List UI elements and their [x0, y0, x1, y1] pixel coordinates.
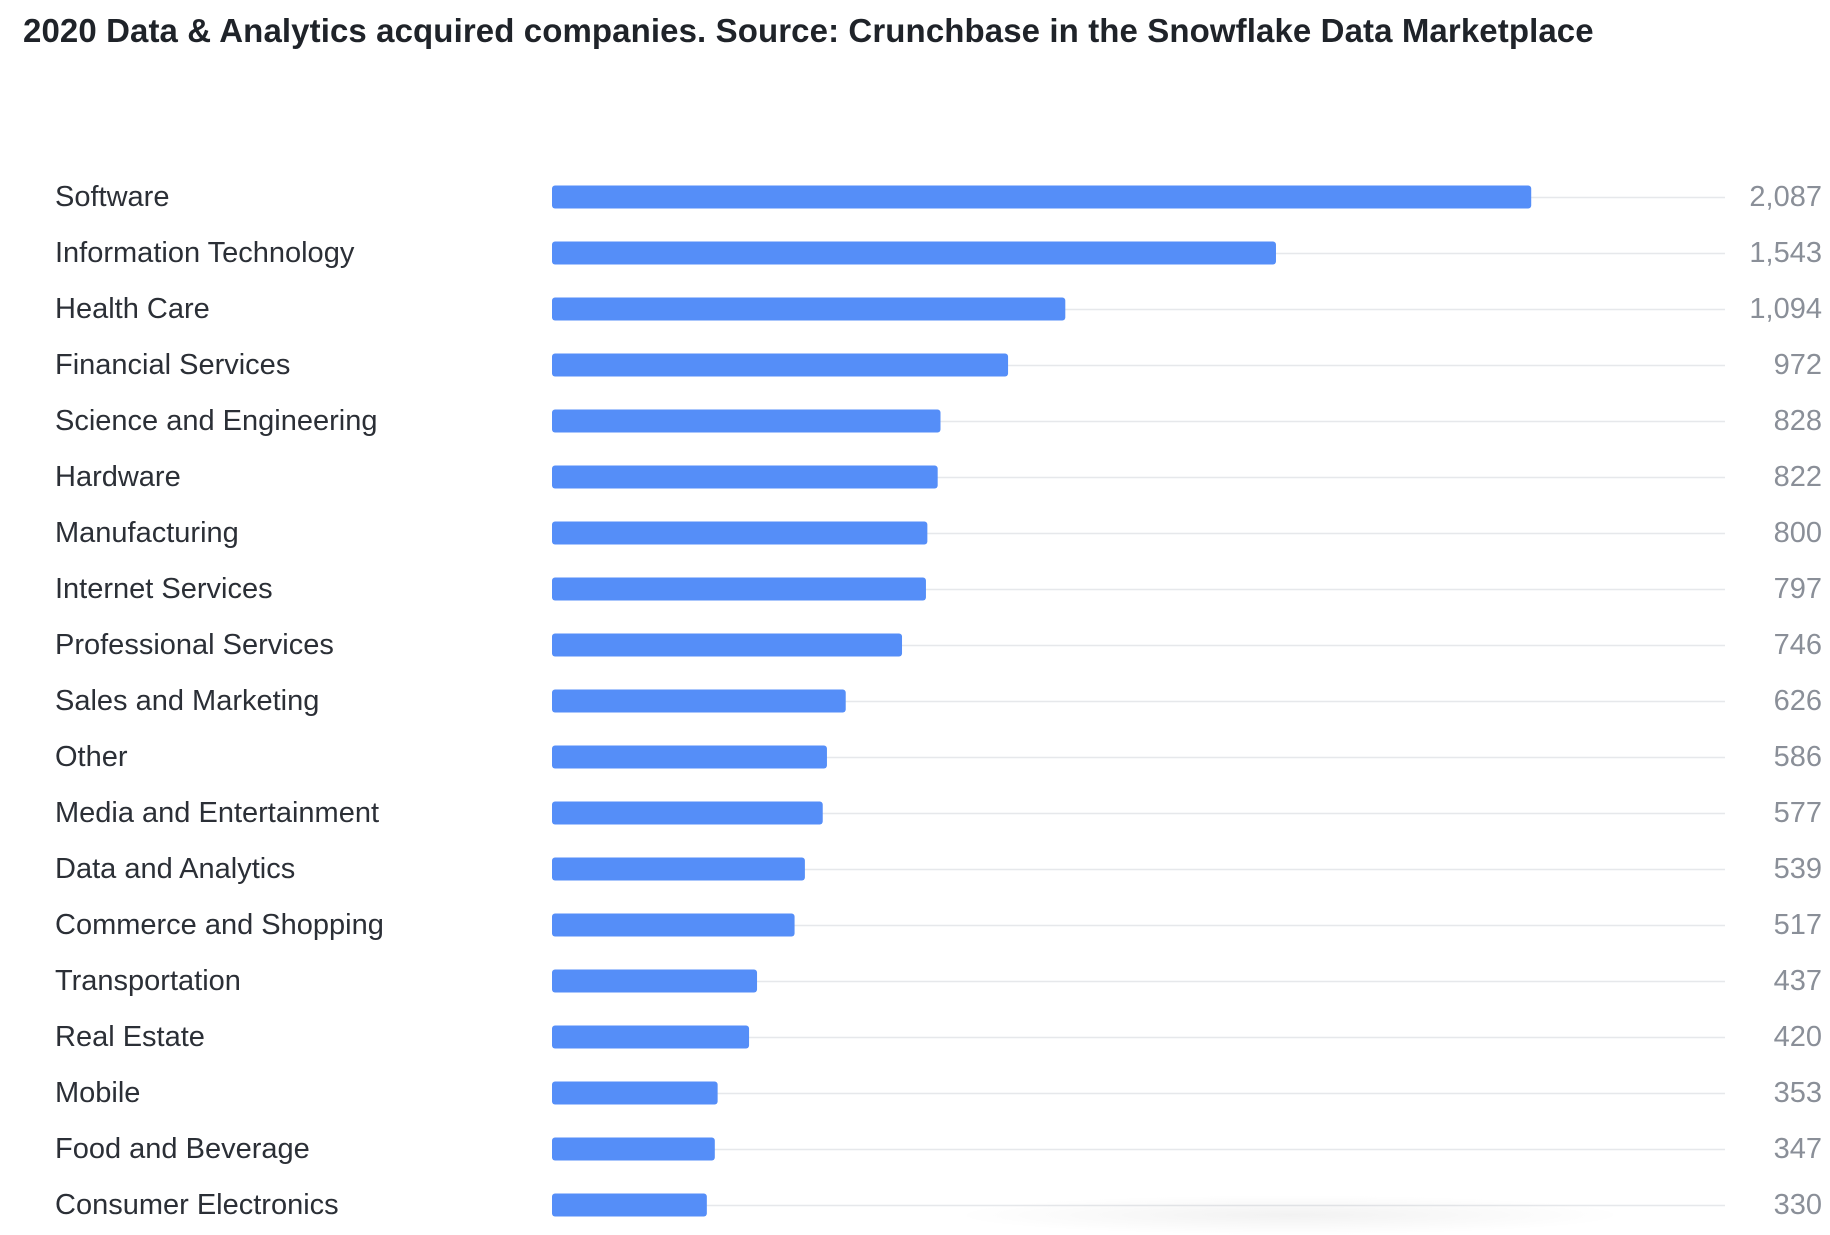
- value-label: 437: [1774, 965, 1822, 997]
- value-label: 347: [1774, 1133, 1822, 1165]
- category-label: Data and Analytics: [55, 853, 295, 885]
- bar[interactable]: [552, 1081, 718, 1105]
- category-label: Transportation: [55, 965, 241, 997]
- category-label: Hardware: [55, 461, 181, 493]
- value-label: 746: [1774, 629, 1822, 661]
- bar[interactable]: [552, 633, 903, 657]
- value-label: 822: [1774, 461, 1822, 493]
- value-label: 1,543: [1749, 237, 1822, 269]
- value-label: 797: [1774, 573, 1822, 605]
- category-label: Media and Entertainment: [55, 797, 379, 829]
- category-label: Sales and Marketing: [55, 685, 319, 717]
- category-label: Other: [55, 741, 128, 773]
- bar[interactable]: [552, 465, 938, 489]
- category-label: Science and Engineering: [55, 405, 377, 437]
- category-label: Food and Beverage: [55, 1133, 310, 1165]
- bar[interactable]: [552, 241, 1276, 265]
- value-label: 1,094: [1749, 293, 1822, 325]
- category-label: Software: [55, 181, 169, 213]
- value-label: 972: [1774, 349, 1822, 381]
- value-label: 586: [1774, 741, 1822, 773]
- category-label: Professional Services: [55, 629, 334, 661]
- bar[interactable]: [552, 409, 941, 433]
- bar[interactable]: [552, 857, 805, 881]
- bar[interactable]: [552, 913, 795, 937]
- value-label: 2,087: [1749, 181, 1822, 213]
- category-label: Manufacturing: [55, 517, 239, 549]
- category-label: Real Estate: [55, 1021, 205, 1053]
- bar[interactable]: [552, 1193, 707, 1217]
- value-label: 517: [1774, 909, 1822, 941]
- bar[interactable]: [552, 689, 846, 713]
- bar[interactable]: [552, 1137, 715, 1161]
- category-label: Financial Services: [55, 349, 290, 381]
- category-label: Internet Services: [55, 573, 273, 605]
- bar[interactable]: [552, 969, 758, 993]
- bar[interactable]: [552, 353, 1009, 377]
- category-label: Health Care: [55, 293, 210, 325]
- bar[interactable]: [552, 577, 926, 601]
- bar[interactable]: [552, 801, 823, 825]
- value-label: 539: [1774, 853, 1822, 885]
- value-label: 420: [1774, 1021, 1822, 1053]
- bar[interactable]: [552, 297, 1066, 321]
- bar[interactable]: [552, 185, 1532, 209]
- bar[interactable]: [552, 745, 827, 769]
- value-label: 800: [1774, 517, 1822, 549]
- value-label: 828: [1774, 405, 1822, 437]
- category-label: Information Technology: [55, 237, 355, 269]
- bar[interactable]: [552, 1025, 750, 1049]
- category-label: Mobile: [55, 1077, 140, 1109]
- value-label: 330: [1774, 1189, 1822, 1221]
- category-label: Commerce and Shopping: [55, 909, 384, 941]
- category-label: Consumer Electronics: [55, 1189, 339, 1221]
- bar[interactable]: [552, 521, 928, 545]
- chart-title: 2020 Data & Analytics acquired companies…: [23, 12, 1594, 49]
- value-label: 353: [1774, 1077, 1822, 1109]
- value-label: 626: [1774, 685, 1822, 717]
- value-label: 577: [1774, 797, 1822, 829]
